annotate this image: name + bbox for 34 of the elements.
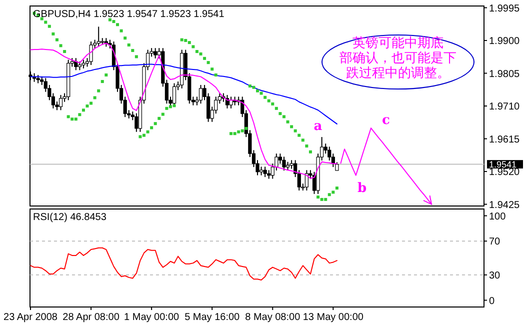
y-tick-label: 1.9425 — [489, 200, 520, 211]
candlestick — [172, 82, 176, 108]
x-tick-label: 8 May 08:00 — [245, 312, 301, 323]
y-tick-label: 1.9615 — [489, 134, 520, 146]
annotation: b — [357, 181, 367, 196]
y-tick-label: 1.9995 — [489, 3, 520, 14]
y-tick-label: 30 — [489, 270, 501, 282]
candlestick — [198, 84, 203, 104]
candlestick — [96, 26, 100, 48]
annotation: c — [382, 113, 390, 128]
y-tick-label: 0 — [489, 296, 495, 307]
x-tick-label: 5 May 16:00 — [184, 312, 240, 323]
x-tick-label: 13 May 00:00 — [302, 312, 364, 323]
annotation: 英镑可能中期底部确认，也可能是下跌过程中的调整。 — [340, 35, 456, 80]
y-tick-label: 1.9520 — [489, 167, 520, 178]
y-tick-label: 1.9805 — [489, 68, 520, 80]
candlestick — [229, 96, 233, 109]
candlestick — [58, 94, 63, 111]
chart-title: RSI(12) 46.8453 — [33, 212, 107, 223]
y-tick-label: 1.9710 — [489, 102, 520, 113]
annotation: a — [314, 119, 323, 134]
x-tick-label: 28 Apr 08:00 — [62, 312, 120, 323]
ref-line-label: 1.9541 — [489, 159, 517, 170]
candlestick — [263, 166, 267, 178]
line-series — [30, 247, 338, 280]
x-tick-label: 1 May 00:00 — [124, 312, 180, 323]
candlestick — [154, 48, 158, 59]
candlestick — [304, 170, 308, 191]
y-tick-label: 1.9900 — [489, 36, 520, 48]
candlestick — [282, 156, 286, 171]
x-tick-label: 23 Apr 2008 — [4, 312, 58, 323]
y-tick-label: 70 — [489, 236, 501, 248]
candlestick — [89, 41, 93, 66]
y-tick-label: 100 — [489, 211, 506, 222]
